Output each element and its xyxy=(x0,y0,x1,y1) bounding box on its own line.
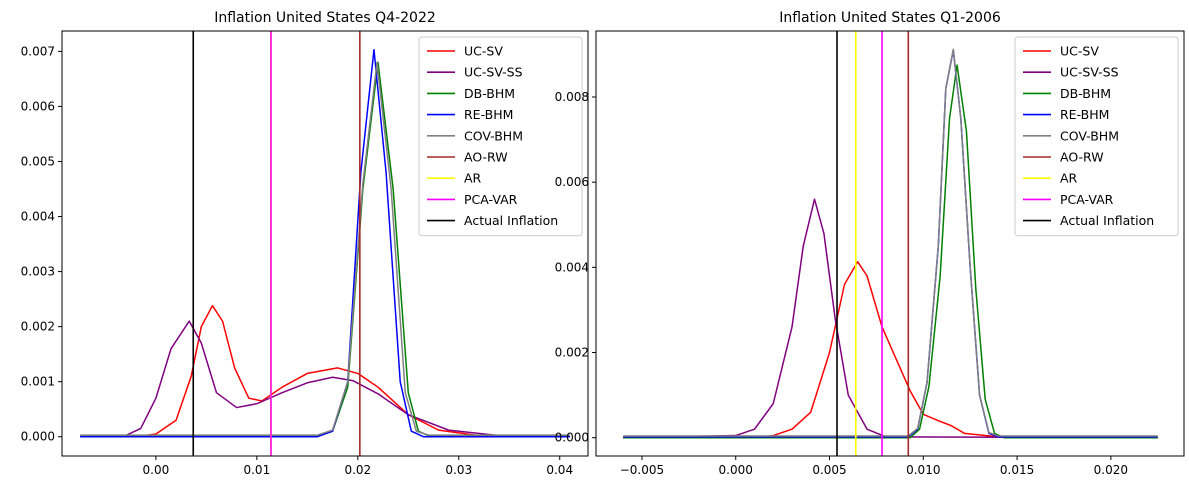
y-tick-label: 0.004 xyxy=(21,210,55,224)
legend-label: UC-SV xyxy=(464,44,503,59)
x-tick-label: 0.010 xyxy=(906,463,940,477)
x-tick-label: 0.015 xyxy=(1000,463,1034,477)
legend-label: AR xyxy=(1060,171,1078,186)
y-tick-label: 0.004 xyxy=(555,260,589,274)
chart-title: Inflation United States Q1-2006 xyxy=(779,10,1001,26)
x-tick-label: 0.005 xyxy=(812,463,846,477)
chart-title: Inflation United States Q4-2022 xyxy=(214,10,436,26)
legend-label: RE-BHM xyxy=(464,107,513,122)
legend-label: UC-SV-SS xyxy=(464,65,523,80)
x-tick-label: 0.000 xyxy=(719,463,753,477)
axes-frame xyxy=(595,30,1185,457)
x-tick-label: 0.02 xyxy=(344,463,371,477)
legend-frame xyxy=(1014,36,1179,237)
series-line-uc-sv xyxy=(80,304,570,438)
x-tick-label: 0.04 xyxy=(546,463,573,477)
x-tick-label: 0.020 xyxy=(1094,463,1128,477)
legend-label: PCA-VAR xyxy=(464,192,518,207)
chart-2: Inflation United States Q1-2006 −0.005 0.0… xyxy=(555,10,1185,477)
legend-label: COV-BHM xyxy=(1060,128,1119,143)
y-tick-label: 0.005 xyxy=(21,154,55,168)
legend-label: UC-SV xyxy=(1060,44,1099,59)
legend-label: DB-BHM xyxy=(464,86,515,101)
series-line-re-bhm xyxy=(80,48,570,438)
y-tick-label: 0.001 xyxy=(21,375,55,389)
legend-label: COV-BHM xyxy=(464,128,523,143)
y-tick-label: 0.006 xyxy=(21,99,55,113)
legend-label: Actual Inflation xyxy=(464,213,558,228)
plot-area xyxy=(80,31,570,456)
series-line-uc-sv-ss xyxy=(623,198,1158,439)
series-line-cov-bhm xyxy=(80,61,570,436)
y-tick-label: 0.000 xyxy=(555,431,589,445)
y-tick-label: 0.006 xyxy=(555,175,589,189)
series-line-db-bhm xyxy=(623,64,1158,439)
axes-frame xyxy=(61,30,589,457)
x-tick-label: 0.03 xyxy=(445,463,472,477)
legend-label: AO-RW xyxy=(1060,150,1104,165)
y-tick-label: 0.003 xyxy=(21,265,55,279)
legend: UC-SV UC-SV-SS DB-BHM RE-BHM COV-BHM AO-RW AR P… xyxy=(1014,36,1179,237)
series-line-uc-sv-ss xyxy=(80,320,570,438)
y-tick-label: 0.000 xyxy=(21,430,55,444)
legend-label: PCA-VAR xyxy=(1060,192,1114,207)
legend-label: DB-BHM xyxy=(1060,86,1111,101)
legend: UC-SV UC-SV-SS DB-BHM RE-BHM COV-BHM AO-RW AR P… xyxy=(418,36,583,237)
series-line-cov-bhm xyxy=(623,48,1158,437)
x-tick-label: 0.00 xyxy=(143,463,170,477)
legend-label: AO-RW xyxy=(464,150,508,165)
legend-label: RE-BHM xyxy=(1060,107,1109,122)
chart-1: Inflation United States Q4-2022 0.00 0.01 0… xyxy=(21,10,589,477)
y-tick-label: 0.007 xyxy=(21,44,55,58)
legend-label: Actual Inflation xyxy=(1060,213,1154,228)
y-tick-label: 0.002 xyxy=(21,320,55,334)
legend-label: UC-SV-SS xyxy=(1060,65,1119,80)
plot-area xyxy=(623,31,1158,456)
series-line-uc-sv xyxy=(623,261,1158,439)
legend-frame xyxy=(418,36,583,237)
x-tick-label: −0.005 xyxy=(620,463,664,477)
y-tick-label: 0.008 xyxy=(555,90,589,104)
y-tick-label: 0.002 xyxy=(555,346,589,360)
x-tick-label: 0.01 xyxy=(243,463,270,477)
legend-label: AR xyxy=(464,171,482,186)
